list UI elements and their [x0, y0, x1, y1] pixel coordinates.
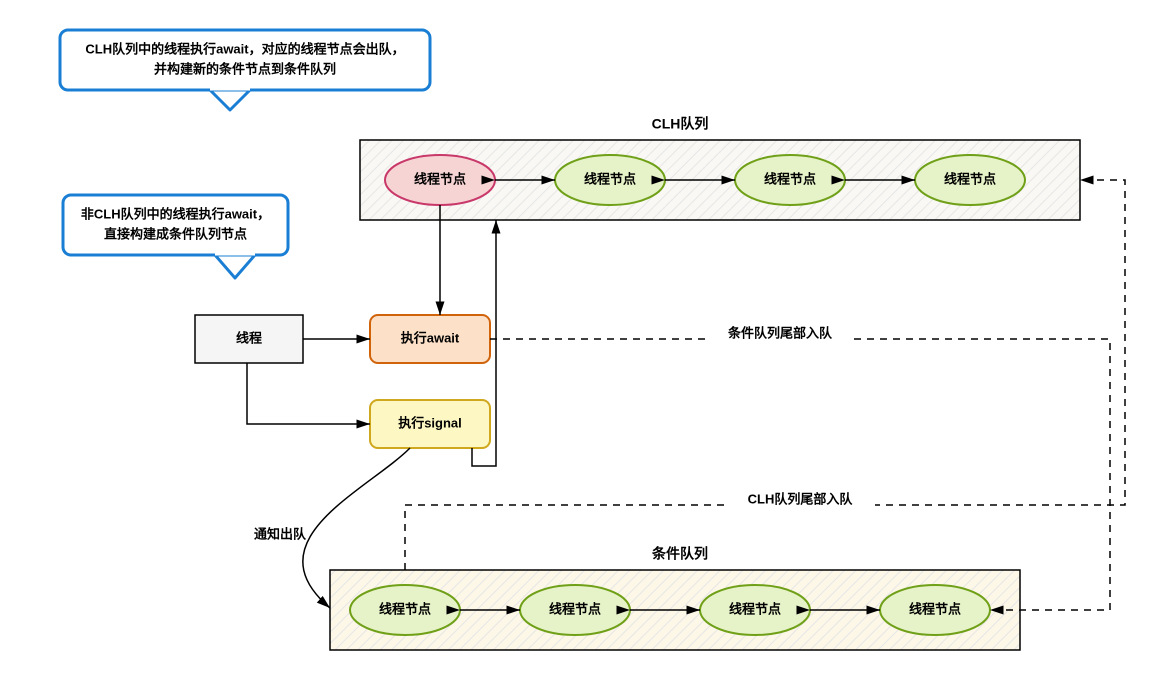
callout-clh-await-text: CLH队列中的线程执行await，对应的线程节点会出队， [85, 41, 404, 56]
signal-box-label: 执行signal [398, 415, 462, 430]
diagram-canvas: CLH队列中的线程执行await，对应的线程节点会出队， 并构建新的条件节点到条件… [0, 0, 1149, 678]
callout-clh-await-text: 并构建新的条件节点到条件队列 [154, 61, 336, 76]
callout-nonclh-await-text: 直接构建成条件队列节点 [104, 226, 247, 241]
edge-await-to-cond-label: 条件队列尾部入队 [728, 325, 833, 340]
callout-nonclh-await-text: 非CLH队列中的线程执行await， [81, 206, 270, 221]
clh-queue-node-label: 线程节点 [584, 171, 636, 186]
edge-thread-to-signal [247, 363, 370, 424]
cond-queue-node-label: 线程节点 [379, 601, 431, 616]
edge-cond-to-clh [405, 180, 1125, 570]
thread-box-label: 线程 [236, 330, 262, 345]
clh-queue-node-label: 线程节点 [414, 171, 466, 186]
clh-queue-node-label: 线程节点 [944, 171, 996, 186]
cond-queue-node-label: 线程节点 [909, 601, 961, 616]
cond-queue-title: 条件队列 [651, 546, 708, 562]
cond-queue-node-label: 线程节点 [729, 601, 781, 616]
cond-queue-node-label: 线程节点 [549, 601, 601, 616]
edge-signal-to-cond-label: 通知出队 [254, 526, 307, 541]
clh-queue-title: CLH队列 [652, 116, 709, 132]
await-box-label: 执行await [401, 330, 460, 345]
clh-queue-node-label: 线程节点 [764, 171, 816, 186]
edge-cond-to-clh-label: CLH队列尾部入队 [748, 491, 854, 506]
